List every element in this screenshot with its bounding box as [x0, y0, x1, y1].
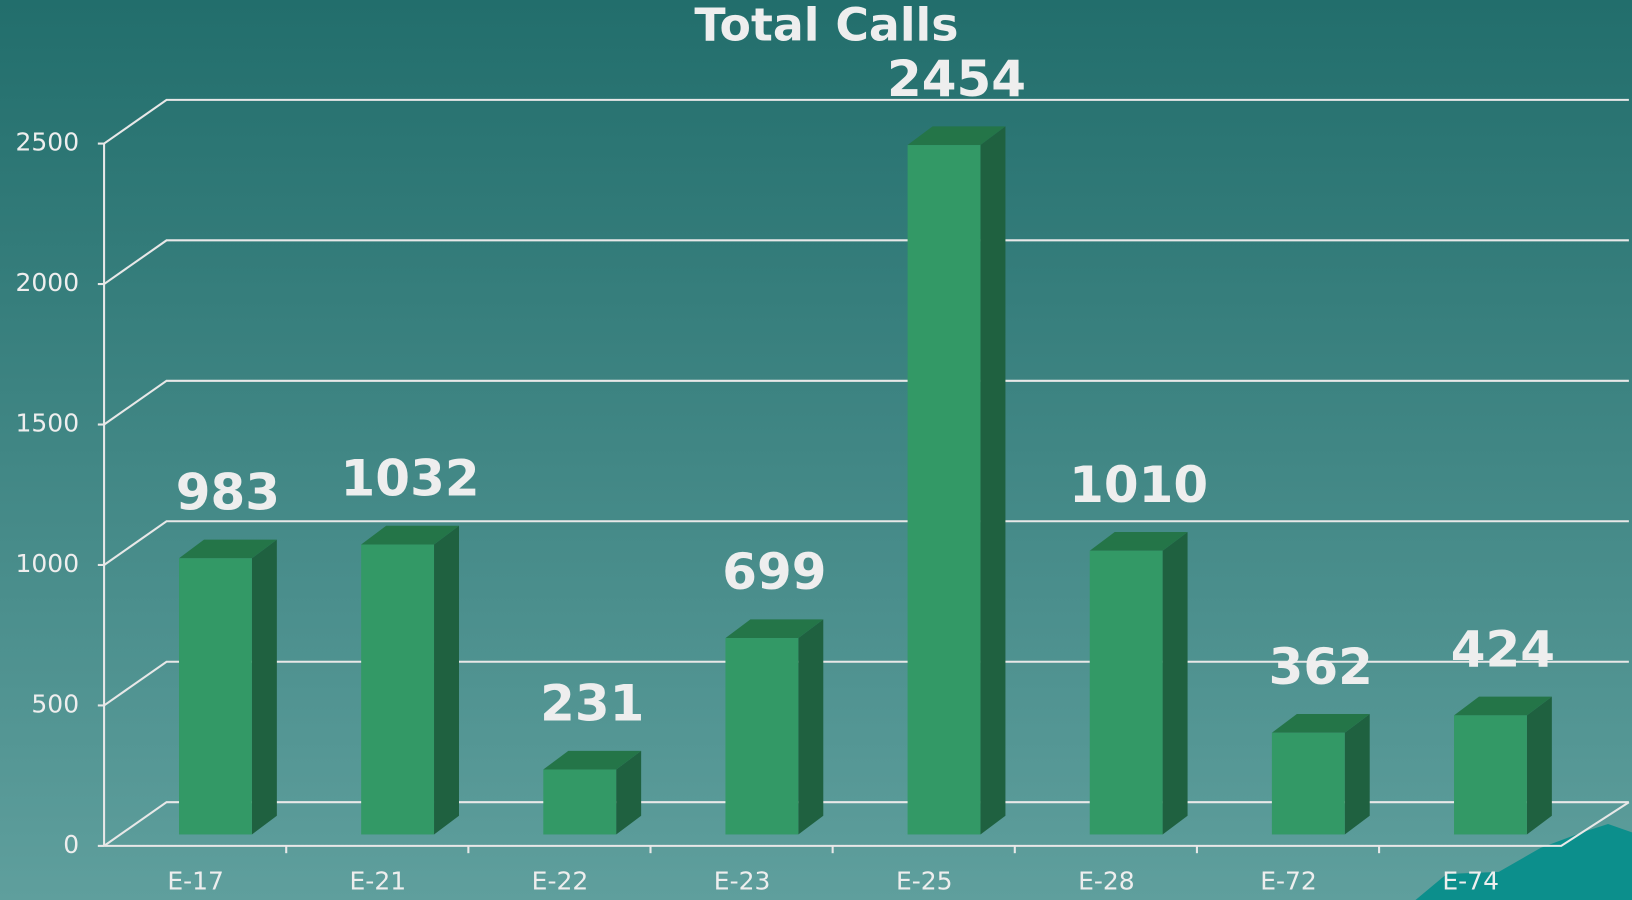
y-tick-label: 2500	[16, 128, 80, 157]
data-label: 699	[722, 543, 826, 601]
bar-top	[1454, 696, 1552, 716]
bar	[1454, 715, 1527, 835]
bar-top	[907, 126, 1006, 146]
x-tick-label: E-21	[350, 866, 407, 895]
grid-line	[103, 379, 1629, 426]
bar	[361, 544, 435, 835]
chart-title: Total Calls	[694, 0, 958, 52]
x-tick-label: E-28	[1078, 866, 1135, 895]
bar-side	[1344, 714, 1370, 835]
x-axis	[104, 801, 1630, 847]
data-label: 1032	[341, 450, 480, 508]
x-tick-label: E-22	[532, 866, 589, 895]
bar-side	[434, 525, 459, 835]
bar-top	[725, 619, 824, 639]
bar-side	[251, 539, 277, 835]
bar-top	[543, 750, 642, 770]
bar	[725, 638, 799, 835]
bar-side	[616, 750, 642, 835]
data-label: 2454	[887, 50, 1026, 108]
data-label: 424	[1451, 620, 1555, 678]
bar	[1089, 550, 1163, 835]
bar-side	[798, 619, 824, 835]
bar	[179, 558, 252, 835]
bar-side	[1526, 696, 1552, 835]
bar	[1271, 732, 1345, 835]
x-tick-label: E-17	[167, 866, 224, 895]
grid-line	[103, 520, 1629, 566]
bar	[907, 145, 981, 835]
grid-line	[103, 239, 1629, 285]
bar-top	[1271, 714, 1370, 733]
x-tick-label: E-23	[714, 866, 771, 895]
x-tick-label: E-72	[1260, 866, 1317, 895]
bar-side	[980, 126, 1006, 835]
bar-top	[1089, 531, 1188, 551]
y-tick-label: 0	[63, 830, 79, 859]
data-label: 231	[540, 675, 644, 733]
data-label: 1010	[1069, 456, 1208, 514]
x-tick-label: E-25	[896, 866, 953, 895]
bar	[543, 769, 617, 835]
grid-line	[103, 98, 1629, 145]
data-label: 983	[176, 463, 280, 521]
bar-top	[361, 525, 459, 545]
x-tick-label: E-74	[1442, 866, 1499, 895]
y-tick-label: 500	[31, 689, 79, 718]
bar-side	[1162, 531, 1188, 835]
bar-top	[179, 539, 277, 559]
y-tick-label: 1500	[16, 409, 80, 438]
decoration	[1415, 824, 1632, 900]
data-label: 362	[1269, 638, 1373, 696]
y-tick-label: 1000	[16, 549, 80, 578]
y-tick-label: 2000	[16, 268, 80, 297]
